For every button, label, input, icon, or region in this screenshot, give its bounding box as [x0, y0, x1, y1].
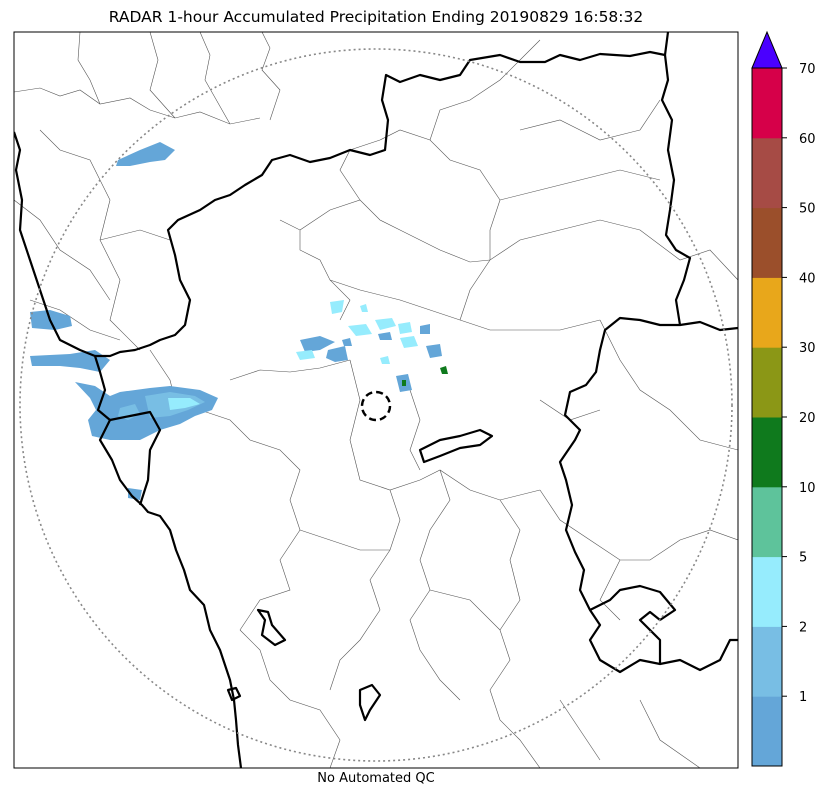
- colorbar-segment: [752, 277, 782, 348]
- state-borders: [14, 32, 738, 768]
- colorbar-segment: [752, 417, 782, 488]
- colorbar-tick-label: 50: [799, 202, 816, 217]
- colorbar-tick-label: 70: [799, 62, 816, 77]
- qc-note: No Automated QC: [317, 771, 435, 786]
- plot-title: RADAR 1-hour Accumulated Precipitation E…: [108, 8, 644, 26]
- colorbar-segment: [752, 137, 782, 209]
- colorbar-segment: [752, 626, 782, 697]
- colorbar-tick-label: 60: [799, 132, 816, 147]
- colorbar-segments: [752, 68, 782, 767]
- map-frame: [13, 31, 739, 769]
- colorbar-tick-label: 5: [799, 551, 807, 566]
- colorbar: 1 2 5 10 20 30 40 50 60 70: [751, 30, 816, 767]
- colorbar-segment: [752, 347, 782, 418]
- colorbar-segment: [752, 556, 782, 627]
- colorbar-tick-label: 40: [799, 271, 816, 286]
- colorbar-tick-label: 1: [799, 690, 807, 705]
- radar-range-ring: [19, 48, 733, 762]
- colorbar-extend-triangle: [751, 30, 783, 69]
- colorbar-tick-label: 30: [799, 341, 816, 356]
- colorbar-tick-label: 2: [799, 620, 807, 635]
- precipitation-echoes: [30, 142, 448, 500]
- colorbar-segment: [752, 696, 782, 767]
- colorbar-tick-label: 20: [799, 411, 816, 426]
- colorbar-tick-label: 10: [799, 481, 816, 496]
- colorbar-segment: [752, 68, 782, 139]
- radar-site-marker: [360, 390, 392, 422]
- colorbar-segment: [752, 207, 782, 278]
- colorbar-ticks: 1 2 5 10 20 30 40 50 60 70: [782, 62, 816, 705]
- colorbar-segment: [752, 486, 782, 558]
- district-borders: [14, 32, 738, 768]
